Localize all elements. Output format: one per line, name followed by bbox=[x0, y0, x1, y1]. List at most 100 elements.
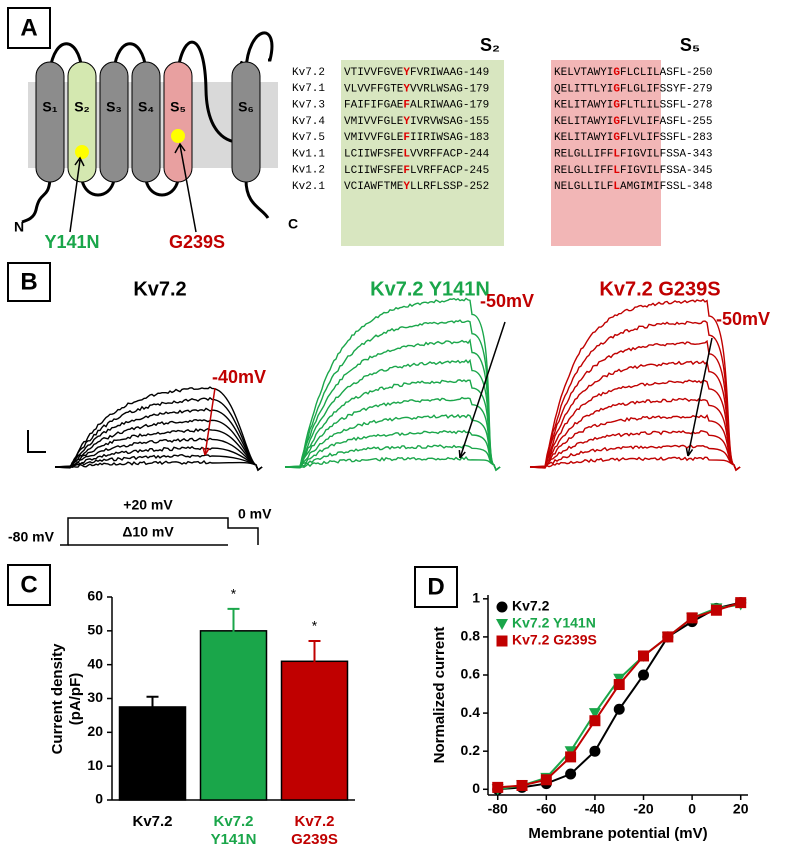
error-bar bbox=[308, 639, 321, 682]
arrow bbox=[459, 321, 506, 459]
helix bbox=[163, 61, 193, 183]
sequence: LCIIWFSFEFLVRFFACP-245 bbox=[344, 165, 489, 177]
sequence-part: KELITAWYI bbox=[554, 116, 613, 128]
sequence: FAIFIFGAEFALRIWAAG-179 bbox=[344, 100, 489, 112]
current-trace bbox=[529, 414, 741, 472]
marker bbox=[662, 631, 674, 643]
mutation-label: G239S bbox=[169, 232, 225, 252]
s5-header: S₅ bbox=[680, 35, 700, 55]
voltage-annotation: -50mV bbox=[716, 309, 770, 329]
loop bbox=[48, 40, 248, 144]
x-tick-label: 20 bbox=[733, 801, 749, 817]
current-trace bbox=[54, 427, 263, 472]
sequence-part: LCIIWFSFE bbox=[344, 165, 404, 177]
sequence-part: VLVVFFGTE bbox=[344, 83, 404, 95]
residue: L bbox=[613, 148, 620, 160]
seq-name: Kv7.5 bbox=[292, 132, 325, 144]
terminus-label: C bbox=[288, 216, 298, 232]
current-trace bbox=[54, 396, 263, 472]
current-trace bbox=[284, 379, 501, 472]
legend-label: Kv7.2 bbox=[512, 598, 550, 614]
x-tick-label: -60 bbox=[536, 801, 556, 817]
residue: G bbox=[613, 67, 620, 79]
significance: * bbox=[312, 618, 318, 634]
residue: L bbox=[613, 181, 620, 193]
y-tick-label: 0.2 bbox=[461, 742, 481, 758]
arrow bbox=[69, 156, 85, 233]
current-trace bbox=[284, 338, 501, 472]
sequence-part: RELGLLIFF bbox=[554, 148, 613, 160]
residue: G bbox=[613, 83, 620, 95]
sequence-part: VTIVVFGVE bbox=[344, 67, 404, 79]
sequence-part: VVRFFACP bbox=[410, 148, 463, 160]
sequence: LCIIWFSFELVVRFFACP-244 bbox=[344, 148, 490, 160]
residue: Y bbox=[403, 67, 410, 79]
x-tick-label: Y141N bbox=[211, 831, 257, 848]
voltage-annotation: -40mV bbox=[212, 367, 266, 387]
x-tick-label: -40 bbox=[585, 801, 605, 817]
helix bbox=[99, 61, 129, 183]
residue-number: -283 bbox=[686, 132, 712, 144]
x-tick-label: -80 bbox=[488, 801, 508, 817]
helix-label: S₁ bbox=[42, 99, 57, 115]
residue: Y bbox=[403, 83, 410, 95]
current-trace bbox=[529, 444, 741, 472]
helix-label: S₆ bbox=[238, 99, 254, 115]
residue-number: -345 bbox=[686, 165, 712, 177]
marker bbox=[613, 679, 625, 691]
sequence: RELGLLIFFLFIGVILFSSA-345 bbox=[554, 165, 712, 177]
sequence-part: FAIFIFGAE bbox=[344, 100, 404, 112]
sequence: NELGLLILFLAMGIMIFSSL-348 bbox=[554, 181, 712, 193]
panel-box bbox=[7, 7, 51, 49]
y-axis-label: (pA/pF) bbox=[67, 673, 84, 725]
x-tick-label: 0 bbox=[688, 801, 696, 817]
sequence-part: FIGVILFSSA bbox=[620, 148, 686, 160]
current-trace bbox=[284, 319, 501, 472]
protocol-label: 0 mV bbox=[238, 506, 272, 522]
current-trace bbox=[529, 320, 741, 472]
residue-number: -179 bbox=[463, 100, 489, 112]
panel-box bbox=[7, 262, 51, 302]
trace-title: Kv7.2 bbox=[133, 278, 186, 300]
current-trace bbox=[529, 456, 741, 472]
sequence-part: FLVLIFASFL bbox=[620, 116, 686, 128]
marker bbox=[710, 604, 722, 616]
residue: G bbox=[613, 132, 620, 144]
x-tick-label: Kv7.2 bbox=[213, 813, 253, 830]
sequence-part: LLRFLSSP bbox=[410, 181, 463, 193]
loop bbox=[80, 31, 274, 197]
marker bbox=[565, 768, 577, 780]
marker bbox=[540, 774, 552, 786]
y-tick-label: 1 bbox=[472, 590, 480, 606]
terminus-label: N bbox=[14, 219, 24, 235]
protocol-label: +20 mV bbox=[123, 497, 173, 513]
terminus bbox=[21, 179, 270, 224]
y-tick-label: 50 bbox=[87, 622, 103, 638]
arrow-head bbox=[458, 449, 466, 459]
scale-bar bbox=[27, 430, 46, 453]
sequence: VLVVFFGTEYVVRLWSAG-179 bbox=[344, 83, 489, 95]
seq-name: Kv7.2 bbox=[292, 67, 325, 79]
current-trace bbox=[284, 358, 501, 472]
error-bar bbox=[146, 695, 159, 718]
residue-number: -155 bbox=[463, 116, 489, 128]
current-trace bbox=[284, 297, 501, 472]
residue-number: -250 bbox=[686, 67, 712, 79]
legend-label: Kv7.2 G239S bbox=[512, 632, 597, 648]
legend-marker bbox=[496, 635, 508, 647]
helix-label: S₅ bbox=[170, 99, 186, 115]
x-tick-label: Kv7.2 bbox=[294, 813, 334, 830]
marker bbox=[516, 779, 528, 791]
sequence-part: FVRIWAAG bbox=[410, 67, 463, 79]
residue-number: -183 bbox=[463, 132, 489, 144]
seq-name: Kv1.2 bbox=[292, 165, 325, 177]
bar bbox=[280, 660, 349, 801]
significance: * bbox=[231, 586, 237, 602]
helix bbox=[231, 61, 261, 183]
helix-label: S₃ bbox=[106, 99, 122, 115]
sequence: VMIVVFGLEYIVRVWSAG-155 bbox=[344, 116, 489, 128]
marker bbox=[588, 708, 601, 720]
legend-marker bbox=[496, 601, 508, 613]
sequence-part: VVRLWSAG bbox=[410, 83, 463, 95]
